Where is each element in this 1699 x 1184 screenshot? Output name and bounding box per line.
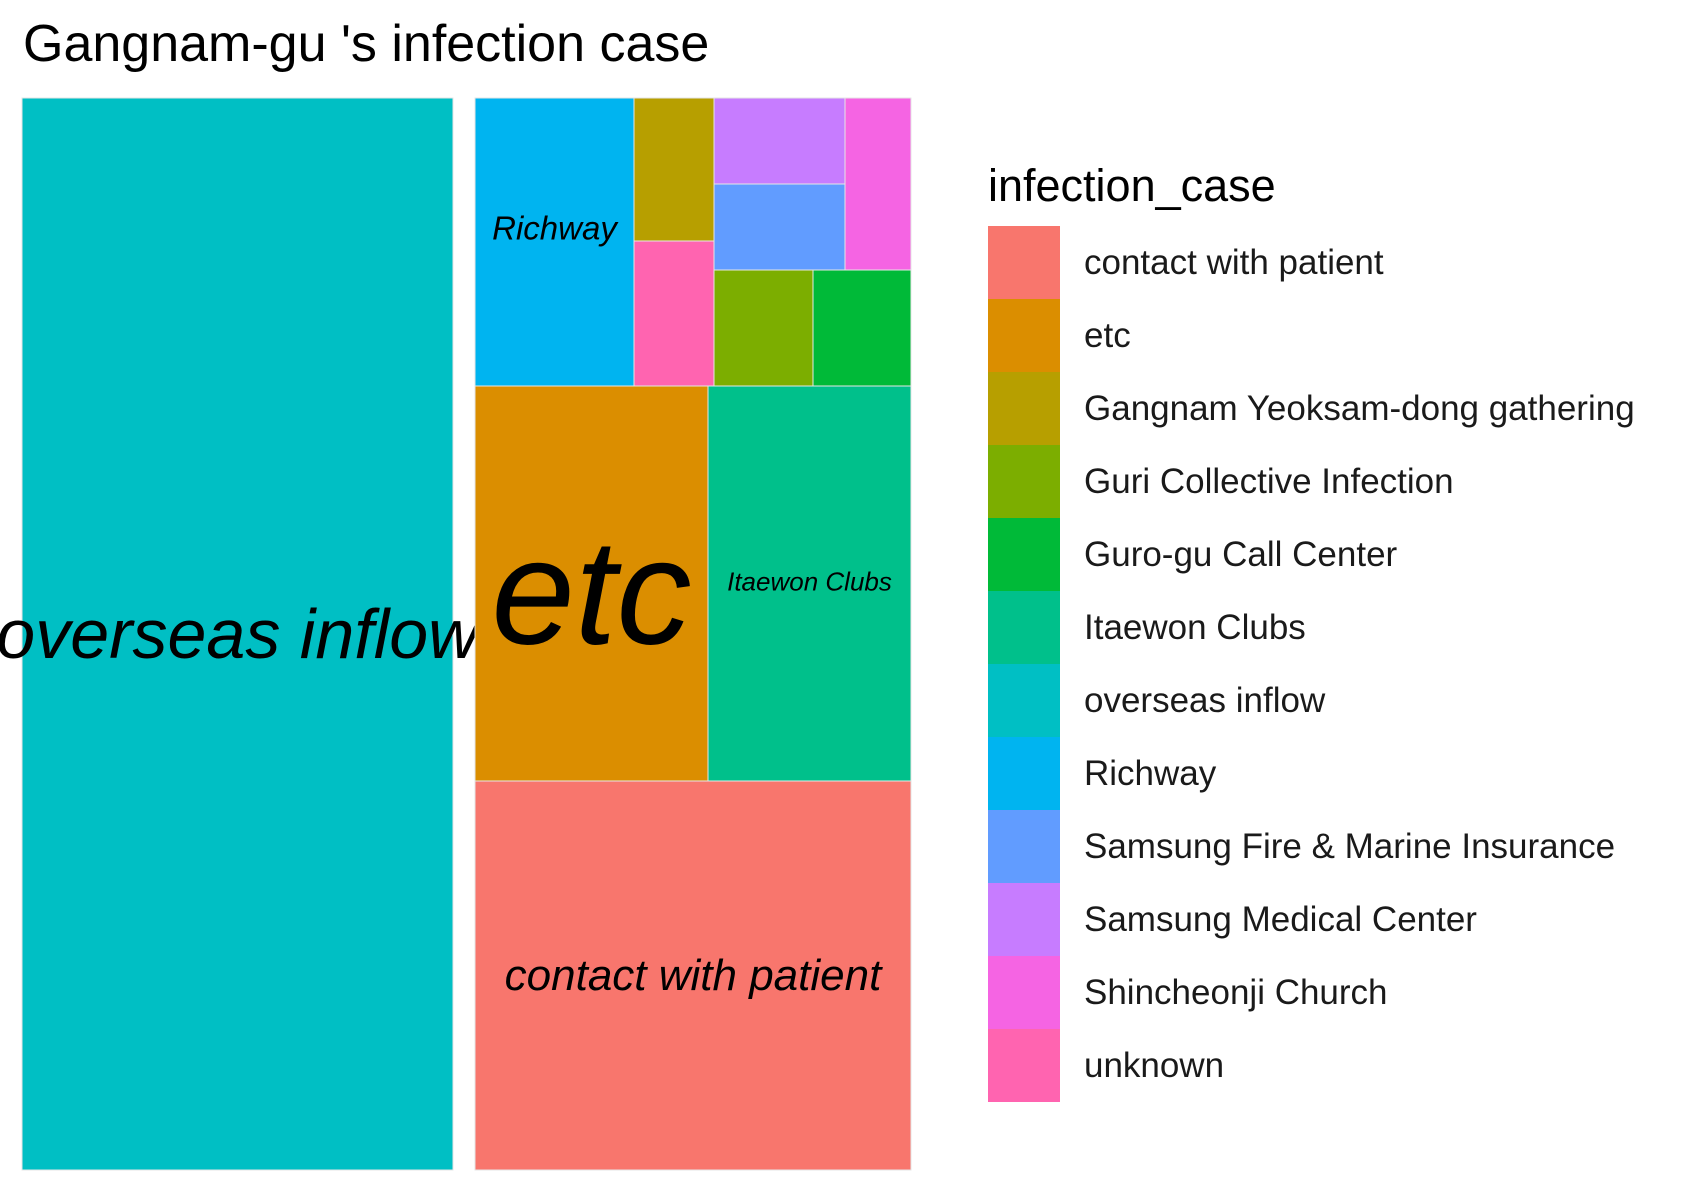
legend-label: etc [1084, 315, 1131, 355]
tile-overseas-inflow [21, 97, 454, 1171]
tile-label-contact-with-patient: contact with patient [505, 951, 883, 1000]
legend-item-unknown: unknown [988, 1029, 1635, 1102]
legend-item-contact-with-patient: contact with patient [988, 226, 1635, 299]
tile-unknown [633, 240, 715, 387]
legend-label: Itaewon Clubs [1084, 607, 1306, 647]
legend-label: Richway [1084, 753, 1217, 793]
tile-guri-collective-infection [713, 269, 814, 387]
legend: infection_case contact with patient etc Ga… [988, 160, 1635, 1102]
legend-item-samsung-medical-center: Samsung Medical Center [988, 883, 1635, 956]
legend-label: Guro-gu Call Center [1084, 534, 1398, 574]
tile-label-richway: Richway [492, 210, 619, 247]
legend-item-overseas-inflow: overseas inflow [988, 664, 1635, 737]
legend-swatch [988, 1029, 1060, 1102]
legend-swatch [988, 737, 1060, 810]
tile-guro-gu-call-center [812, 269, 912, 387]
tile-etc [474, 385, 709, 782]
legend-label: Samsung Medical Center [1084, 899, 1477, 939]
tile-shincheonji-church [844, 97, 912, 271]
legend-label: Guri Collective Infection [1084, 461, 1454, 501]
legend-swatch [988, 810, 1060, 883]
legend-label: Shincheonji Church [1084, 972, 1388, 1012]
tile-samsung-fire-and-marine-insurance [713, 183, 846, 271]
legend-item-etc: etc [988, 299, 1635, 372]
legend-entries: contact with patient etc Gangnam Yeoksam-d… [988, 226, 1635, 1102]
treemap: overseas inflow contact with patient etc It… [0, 97, 912, 1171]
chart-title: Gangnam-gu 's infection case [23, 15, 710, 73]
tile-label-etc: etc [491, 508, 691, 676]
legend-item-samsung-fire-and-marine-insurance: Samsung Fire & Marine Insurance [988, 810, 1635, 883]
legend-label: Samsung Fire & Marine Insurance [1084, 826, 1616, 866]
tile-richway [474, 97, 635, 387]
legend-swatch [988, 445, 1060, 518]
legend-item-guro-gu-call-center: Guro-gu Call Center [988, 518, 1635, 591]
tile-label-overseas-inflow: overseas inflow [0, 595, 483, 673]
tile-label-itaewon-clubs: Itaewon Clubs [727, 567, 892, 597]
legend-item-richway: Richway [988, 737, 1635, 810]
legend-swatch [988, 226, 1060, 299]
legend-swatch [988, 372, 1060, 445]
legend-item-shincheonji-church: Shincheonji Church [988, 956, 1635, 1029]
tile-samsung-medical-center [713, 97, 846, 185]
tile-itaewon-clubs [707, 385, 912, 782]
legend-item-gangnam-yeoksam-dong-gathering: Gangnam Yeoksam-dong gathering [988, 372, 1635, 445]
legend-swatch [988, 299, 1060, 372]
legend-label: overseas inflow [1084, 680, 1326, 720]
legend-item-itaewon-clubs: Itaewon Clubs [988, 591, 1635, 664]
legend-label: unknown [1084, 1045, 1225, 1085]
legend-item-guri-collective-infection: Guri Collective Infection [988, 445, 1635, 518]
legend-title: infection_case [988, 160, 1276, 211]
legend-swatch [988, 664, 1060, 737]
legend-label: Gangnam Yeoksam-dong gathering [1084, 388, 1635, 428]
tile-gangnam-yeoksam-dong-gathering [633, 97, 715, 242]
legend-label: contact with patient [1084, 242, 1384, 282]
legend-swatch [988, 956, 1060, 1029]
legend-swatch [988, 883, 1060, 956]
legend-swatch [988, 591, 1060, 664]
legend-swatch [988, 518, 1060, 591]
